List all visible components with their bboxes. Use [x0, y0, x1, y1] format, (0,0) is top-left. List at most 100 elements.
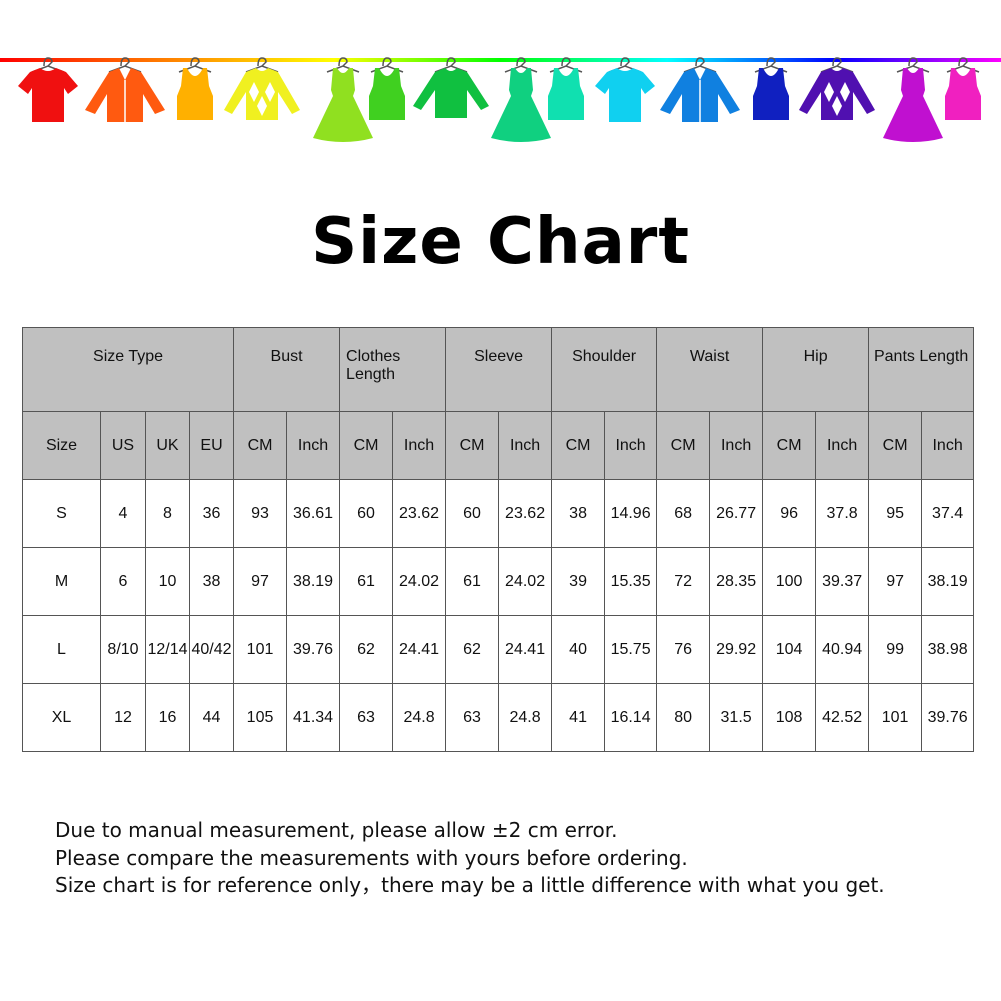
table-cell: 62 [339, 615, 394, 684]
table-cell: 16.14 [604, 683, 658, 752]
group-header: Size Type [21, 327, 235, 412]
subheader: UK [145, 411, 190, 480]
note-line: Size chart is for reference only，there m… [55, 873, 885, 897]
subheader: EU [188, 411, 235, 480]
sweater-icon [224, 57, 300, 120]
subheader: Inch [921, 411, 975, 480]
table-cell: 97 [868, 547, 923, 616]
table-cell: 100 [762, 547, 817, 616]
table-cell: 12 [100, 683, 146, 752]
table-cell: 37.8 [815, 479, 870, 548]
tshirt-icon [595, 57, 655, 122]
table-cell: 12/14 [145, 615, 190, 684]
table-cell: 4 [100, 479, 146, 548]
subheader: Inch [604, 411, 658, 480]
table-cell: 95 [868, 479, 923, 548]
table-cell: 37.4 [921, 479, 975, 548]
table-row: M 6 10 38 97 38.19 61 24.02 61 24.02 39 15.35 72 28.3… [22, 547, 975, 616]
tank-top-icon [945, 57, 981, 120]
subheader: Inch [392, 411, 447, 480]
table-cell: 61 [445, 547, 500, 616]
group-header: Bust [233, 327, 341, 412]
subheader: Inch [815, 411, 870, 480]
table-cell: 97 [233, 547, 288, 616]
jacket-icon [660, 57, 740, 122]
table-cell: 38.19 [286, 547, 341, 616]
subheader: CM [762, 411, 817, 480]
subheader: Inch [498, 411, 553, 480]
table-row: L 8/10 12/14 40/42 101 39.76 62 24.41 62 24.41 40 1… [22, 615, 975, 684]
table-cell: 31.5 [709, 683, 764, 752]
note-line: Please compare the measurements with you… [55, 845, 688, 870]
subheader: Inch [286, 411, 341, 480]
table-cell: 15.35 [604, 547, 658, 616]
table-cell: XL [22, 683, 101, 752]
table-cell: 61 [339, 547, 394, 616]
group-header: Waist [656, 327, 764, 412]
table-cell: 38.98 [921, 615, 975, 684]
size-chart-table: Size Type Bust Clothes Length Sleeve Shoulde… [21, 327, 975, 752]
clothes-banner [0, 57, 1001, 142]
table-cell: 41.34 [286, 683, 341, 752]
subheader: CM [233, 411, 288, 480]
table-cell: 16 [145, 683, 190, 752]
subheader: Size [22, 411, 101, 480]
table-cell: 24.8 [498, 683, 553, 752]
table-cell: 42.52 [815, 683, 870, 752]
table-cell: 23.62 [498, 479, 553, 548]
subheader: US [100, 411, 146, 480]
table-cell: 80 [656, 683, 711, 752]
subheader: CM [656, 411, 711, 480]
table-cell: L [22, 615, 101, 684]
table-cell: 40 [551, 615, 606, 684]
table-cell: 24.8 [392, 683, 447, 752]
table-cell: 8 [145, 479, 190, 548]
table-cell: 96 [762, 479, 817, 548]
table-cell: S [22, 479, 101, 548]
group-header: Pants Length [868, 327, 975, 412]
group-header: Hip [762, 327, 870, 412]
table-cell: 24.02 [498, 547, 553, 616]
subheader: CM [445, 411, 500, 480]
table-cell: 105 [233, 683, 288, 752]
table-cell: 39.76 [921, 683, 975, 752]
note-line: Due to manual measurement, please allow … [55, 818, 618, 842]
table-cell: 44 [188, 683, 235, 752]
group-header: Shoulder [551, 327, 658, 412]
sweater-icon [799, 57, 875, 120]
group-header-row: Size Type Bust Clothes Length Sleeve Shoulde… [21, 327, 975, 412]
table-cell: 40.94 [815, 615, 870, 684]
tank-top-icon [753, 57, 789, 120]
table-cell: 38.19 [921, 547, 975, 616]
table-cell: 29.92 [709, 615, 764, 684]
table-cell: 93 [233, 479, 288, 548]
notes: Due to manual measurement, please allow … [55, 817, 885, 900]
table-cell: 38 [551, 479, 606, 548]
page-title: Size Chart [311, 205, 690, 279]
dress-icon [313, 57, 373, 142]
subheader: CM [868, 411, 923, 480]
table-cell: M [22, 547, 101, 616]
table-cell: 101 [233, 615, 288, 684]
table-cell: 63 [339, 683, 394, 752]
table-cell: 41 [551, 683, 606, 752]
table-cell: 38 [188, 547, 235, 616]
longsleeve-icon [413, 57, 489, 118]
clothesline [0, 58, 1001, 62]
table-cell: 40/42 [188, 615, 235, 684]
table-cell: 8/10 [100, 615, 146, 684]
table-cell: 26.77 [709, 479, 764, 548]
table-cell: 39.37 [815, 547, 870, 616]
tank-top-icon [548, 57, 584, 120]
group-header: Sleeve [445, 327, 553, 412]
subheader-row: Size US UK EU CM Inch CM Inch CM Inch CM Inch CM Inch… [22, 411, 975, 480]
table-cell: 23.62 [392, 479, 447, 548]
table-cell: 24.41 [498, 615, 553, 684]
table-cell: 10 [145, 547, 190, 616]
dress-icon [491, 57, 551, 142]
table-row: S 4 8 36 93 36.61 60 23.62 60 23.62 38 14.96 68 26.77… [22, 479, 975, 548]
table-cell: 36.61 [286, 479, 341, 548]
table-row: XL 12 16 44 105 41.34 63 24.8 63 24.8 41 16.14 80 31.… [22, 683, 975, 752]
table-cell: 36 [188, 479, 235, 548]
table-cell: 15.75 [604, 615, 658, 684]
